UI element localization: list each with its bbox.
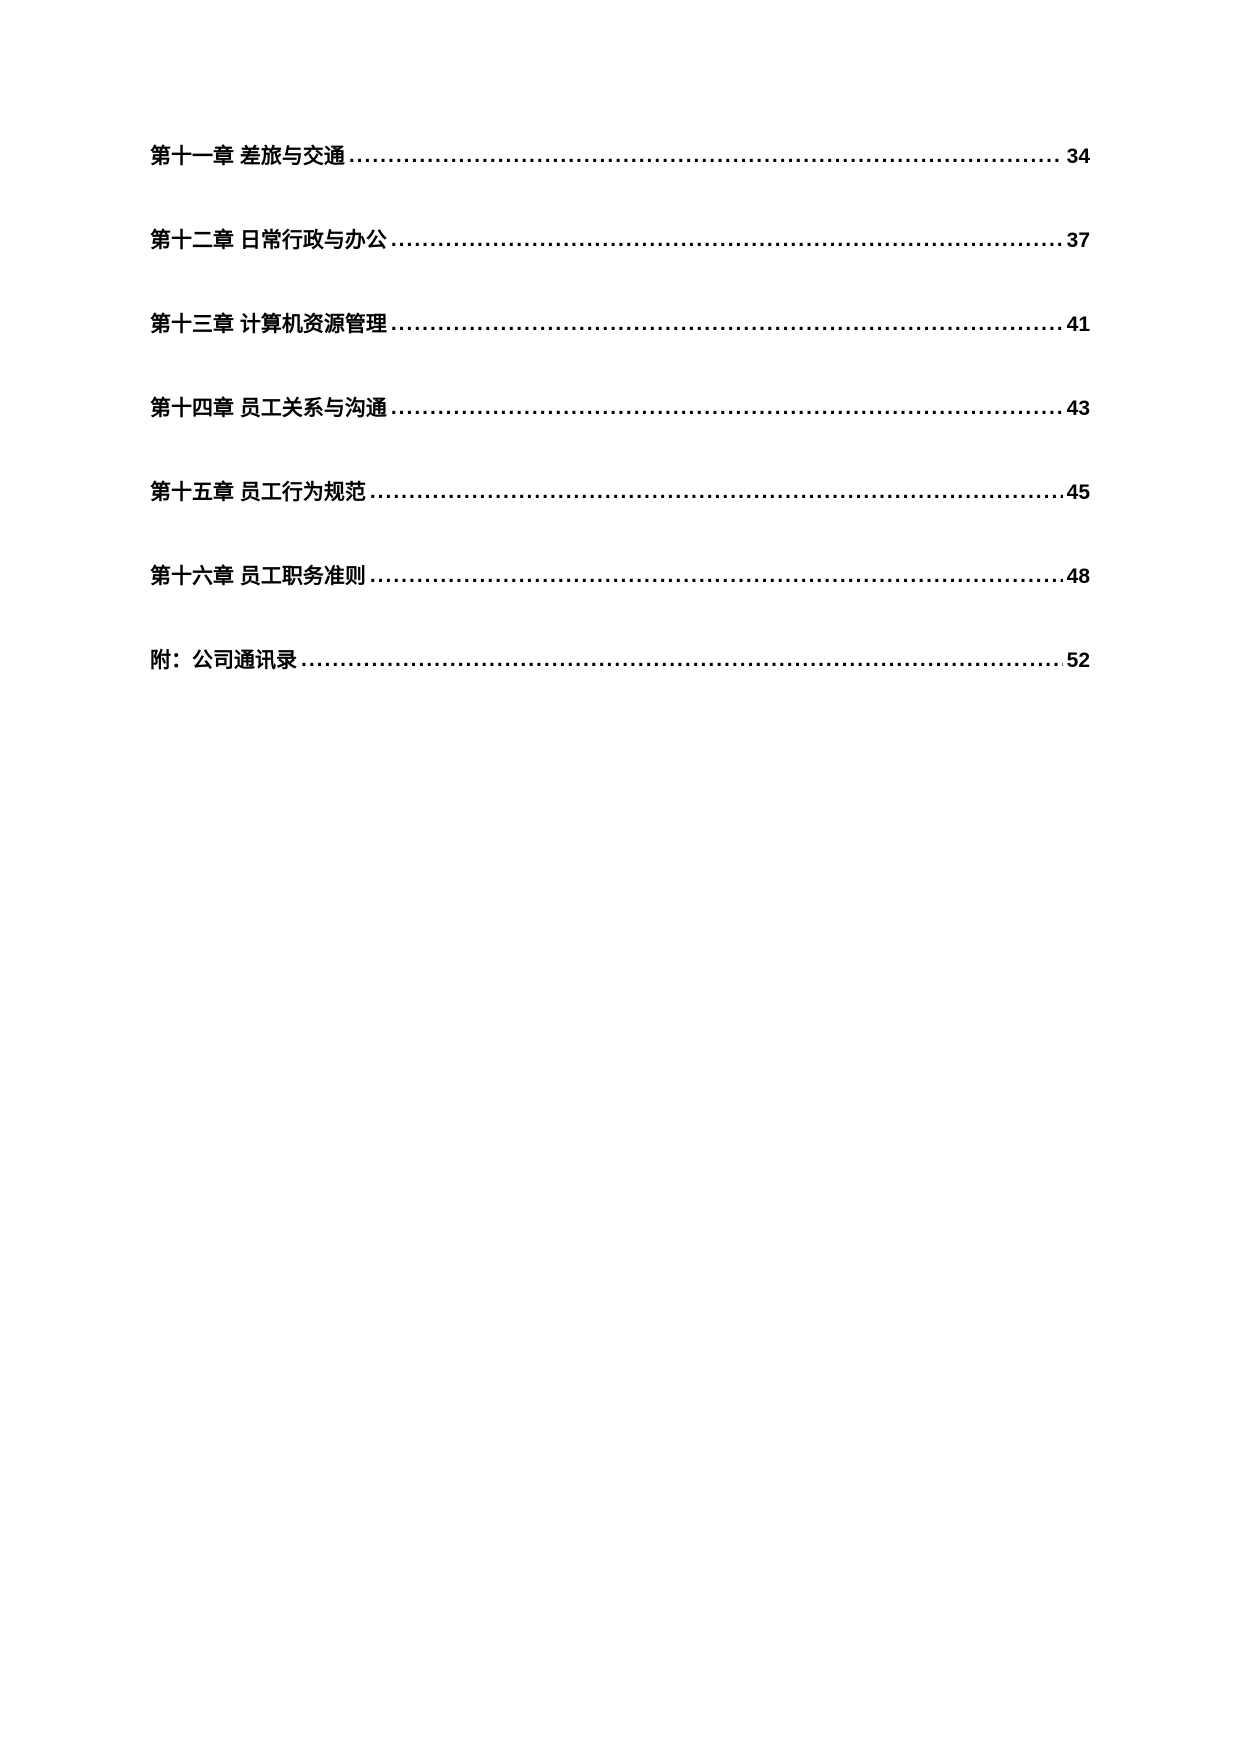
toc-page-number: 52 <box>1067 649 1090 673</box>
toc-title: 第十四章 员工关系与沟通 <box>150 392 387 422</box>
toc-entry: 第十四章 员工关系与沟通 43 <box>150 392 1090 422</box>
toc-entry: 附：公司通讯录 52 <box>150 644 1090 674</box>
toc-title: 第十三章 计算机资源管理 <box>150 308 387 338</box>
toc-dots <box>370 564 1063 588</box>
toc-title: 第十五章 员工行为规范 <box>150 476 366 506</box>
toc-page-number: 34 <box>1067 145 1090 169</box>
toc-entry: 第十三章 计算机资源管理 41 <box>150 308 1090 338</box>
toc-page-number: 37 <box>1067 229 1090 253</box>
toc-container: 第十一章 差旅与交通 34 第十二章 日常行政与办公 37 第十三章 计算机资源… <box>150 140 1090 728</box>
toc-entry: 第十五章 员工行为规范 45 <box>150 476 1090 506</box>
toc-title: 附：公司通讯录 <box>150 644 297 674</box>
toc-title: 第十二章 日常行政与办公 <box>150 224 387 254</box>
toc-page-number: 41 <box>1067 313 1090 337</box>
toc-dots <box>370 480 1063 504</box>
toc-title: 第十一章 差旅与交通 <box>150 140 345 170</box>
toc-entry: 第十六章 员工职务准则 48 <box>150 560 1090 590</box>
toc-dots <box>391 228 1063 252</box>
toc-page-number: 45 <box>1067 481 1090 505</box>
toc-entry: 第十二章 日常行政与办公 37 <box>150 224 1090 254</box>
toc-title: 第十六章 员工职务准则 <box>150 560 366 590</box>
toc-dots <box>301 648 1063 672</box>
toc-page-number: 43 <box>1067 397 1090 421</box>
toc-dots <box>349 144 1063 168</box>
toc-entry: 第十一章 差旅与交通 34 <box>150 140 1090 170</box>
toc-dots <box>391 312 1063 336</box>
toc-dots <box>391 396 1063 420</box>
toc-page-number: 48 <box>1067 565 1090 589</box>
